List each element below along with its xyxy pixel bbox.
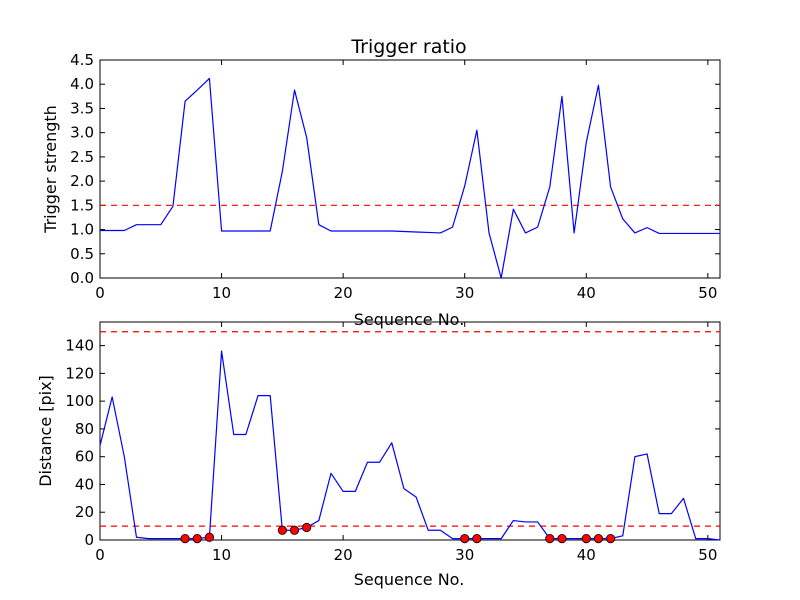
y-axis-label-top: Trigger strength xyxy=(41,105,60,234)
series-line-bottom xyxy=(99,350,721,541)
data-marker-bottom xyxy=(192,534,202,544)
y-axis-label-bottom: Distance [pix] xyxy=(36,375,55,487)
x-tick-label-bottom: 40 xyxy=(577,546,596,564)
x-axis-label-bottom: Sequence No. xyxy=(354,570,465,589)
y-tick-label-bottom: 140 xyxy=(65,337,94,355)
y-tick-label-top: 2.5 xyxy=(70,148,94,166)
y-tick-label-bottom: 0 xyxy=(84,531,94,549)
y-tick-label-top: 4.5 xyxy=(70,51,94,69)
data-marker-bottom xyxy=(581,534,591,544)
y-tick-label-top: 3.5 xyxy=(70,99,94,117)
y-tick-label-top: 4.0 xyxy=(70,75,94,93)
data-marker-bottom xyxy=(277,525,287,535)
data-marker-bottom xyxy=(605,534,616,544)
y-tick-label-top: 0.5 xyxy=(70,245,94,263)
data-marker-bottom xyxy=(204,532,215,542)
chart-panel-bottom: 0 10 20 30 40 50 0 20 40 60 80 100 120 140 xyxy=(65,321,721,564)
y-tick-label-bottom: 20 xyxy=(75,503,94,521)
x-tick-label-bottom: 50 xyxy=(698,546,717,564)
x-tick-label-top: 50 xyxy=(698,284,717,302)
plot-frame-top xyxy=(99,59,721,279)
data-marker-bottom xyxy=(472,534,482,544)
y-tick-label-top: 1.0 xyxy=(70,221,94,239)
series-line-top xyxy=(100,77,720,279)
data-marker-bottom xyxy=(302,522,312,533)
data-marker-bottom xyxy=(460,534,470,544)
y-tick-label-top: 0.0 xyxy=(70,269,94,287)
x-tick-label-top: 40 xyxy=(577,284,596,302)
x-tick-label-bottom: 0 xyxy=(95,546,105,564)
data-marker-bottom xyxy=(545,534,555,544)
data-marker-bottom xyxy=(593,534,604,544)
x-tick-label-top: 20 xyxy=(334,284,353,302)
y-tick-label-bottom: 60 xyxy=(75,448,94,466)
x-tick-label-bottom: 30 xyxy=(455,546,474,564)
y-tick-label-top: 3.0 xyxy=(70,124,94,142)
x-tick-label-top: 0 xyxy=(95,284,105,302)
y-tick-label-bottom: 40 xyxy=(75,475,94,493)
y-tick-label-bottom: 80 xyxy=(75,420,94,438)
y-tick-label-bottom: 100 xyxy=(65,392,94,410)
x-tick-label-bottom: 10 xyxy=(212,546,231,564)
data-marker-bottom xyxy=(180,534,190,544)
x-tick-label-top: 30 xyxy=(455,284,474,302)
y-tick-label-top: 1.5 xyxy=(70,196,94,214)
y-tick-label-bottom: 120 xyxy=(65,364,94,382)
x-tick-label-top: 10 xyxy=(212,284,231,302)
plot-frame-bottom xyxy=(99,321,721,541)
data-marker-bottom xyxy=(557,534,567,544)
x-tick-label-bottom: 20 xyxy=(334,546,353,564)
data-marker-bottom xyxy=(289,525,300,535)
chart-title-top: Trigger ratio xyxy=(350,36,466,58)
y-tick-label-top: 2.0 xyxy=(70,172,94,190)
chart-panel-top: 0 10 20 30 40 50 0.0 0.5 1.0 1.5 2.0 2.5 3.0 3.5 4.0 4.… xyxy=(70,51,721,302)
x-axis-label-top: Sequence No. xyxy=(354,310,465,329)
